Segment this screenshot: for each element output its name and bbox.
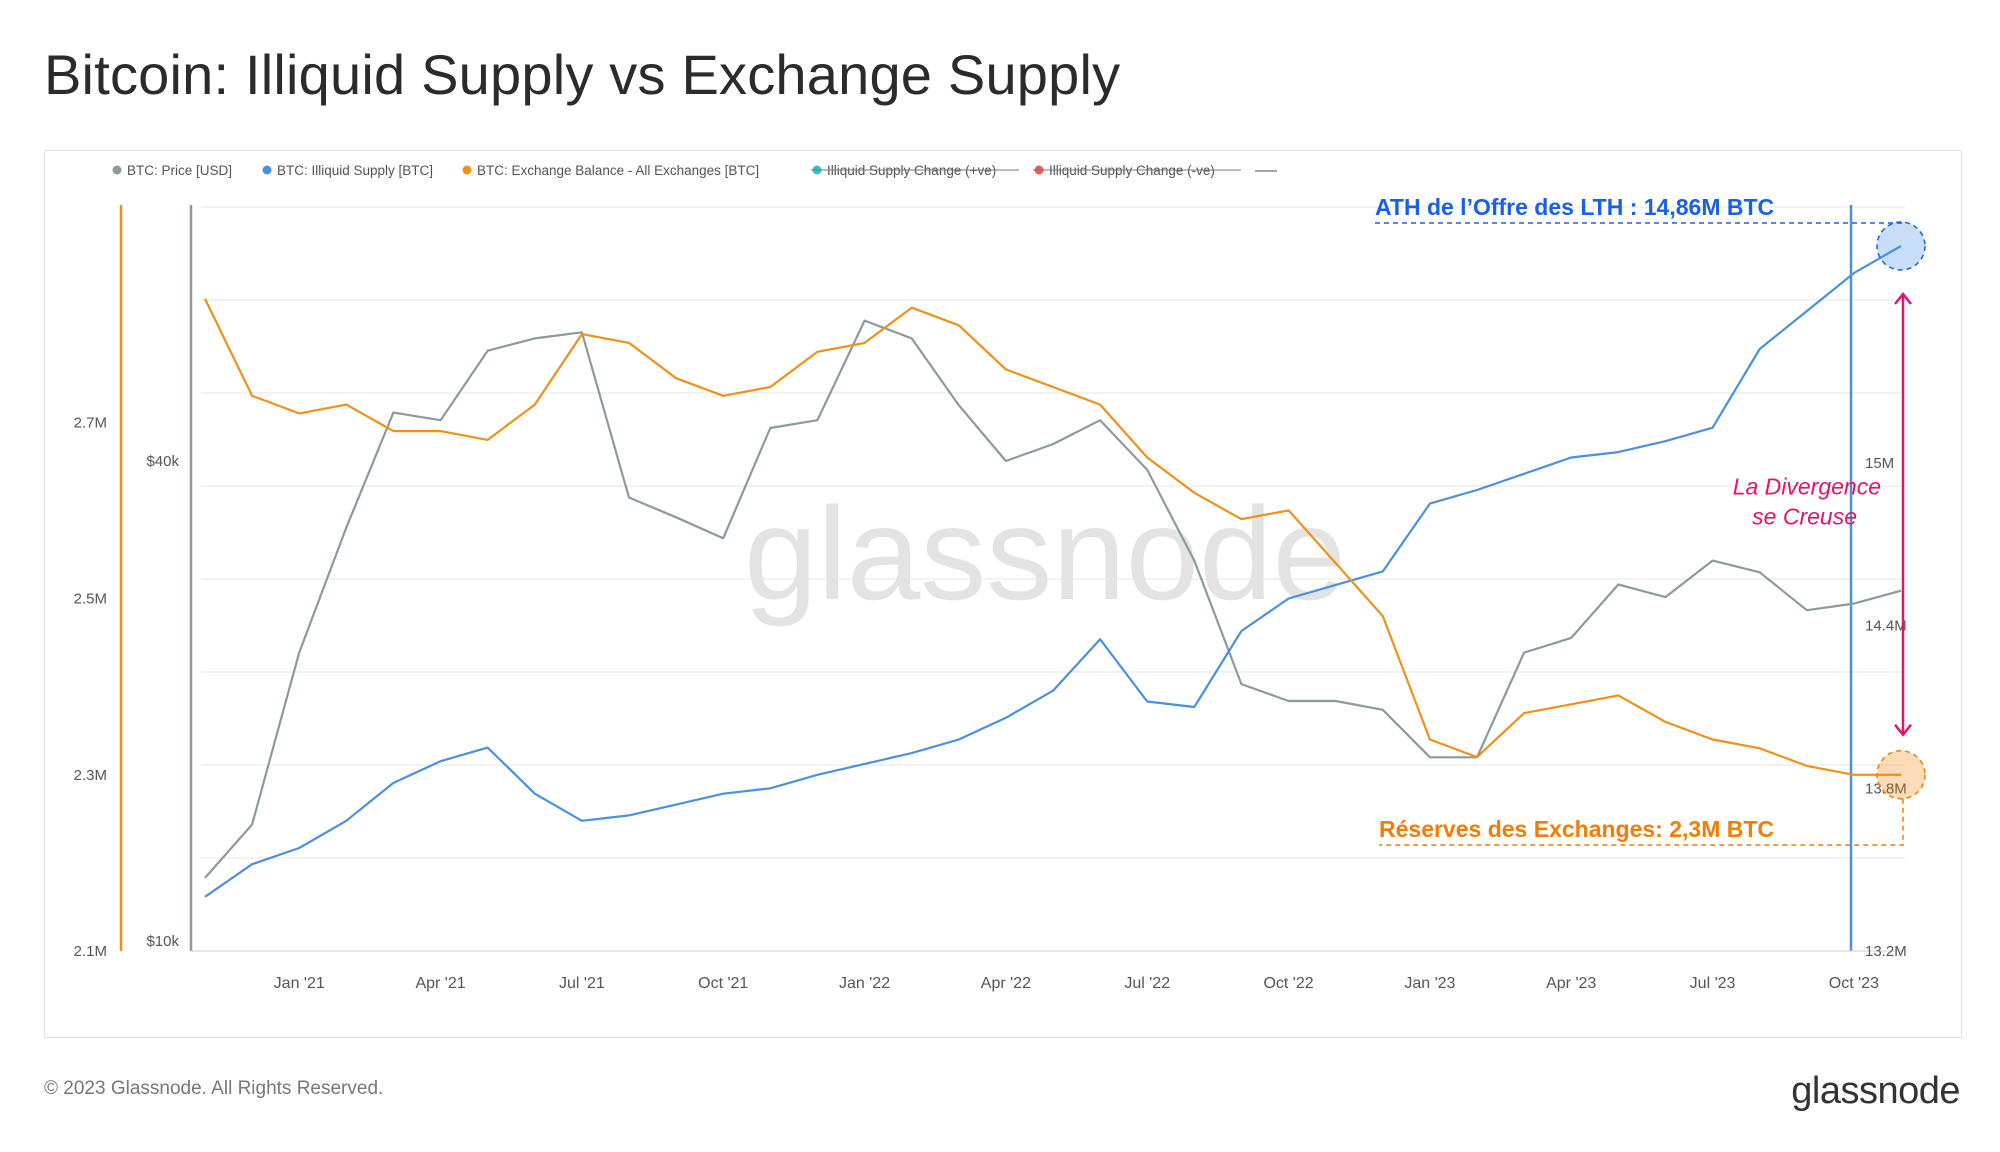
left-axis-tick-label: 2.3M xyxy=(74,767,107,784)
x-axis-tick-label: Jan '21 xyxy=(274,975,325,992)
divergence-label-line2: se Creuse xyxy=(1752,503,1857,529)
reserves-annotation: Réserves des Exchanges: 2,3M BTC xyxy=(1379,816,1774,842)
x-axis-tick-label: Apr '23 xyxy=(1546,975,1596,992)
legend-marker xyxy=(462,165,472,175)
x-axis-tick-label: Jan '22 xyxy=(839,975,890,992)
right-axis-tick-label: 13.8M xyxy=(1865,780,1907,797)
x-axis-tick-label: Jul '23 xyxy=(1690,975,1736,992)
ath-annotation: ATH de l’Offre des LTH : 14,86M BTC xyxy=(1375,194,1774,220)
x-axis-tick-label: Jan '23 xyxy=(1404,975,1455,992)
watermark: glassnode xyxy=(744,480,1346,627)
divergence-label-line1: La Divergence xyxy=(1733,473,1881,499)
left-axis-tick-label: 2.7M xyxy=(74,414,107,431)
left-axis-tick-label: 2.5M xyxy=(74,591,107,608)
x-axis-tick-label: Oct '22 xyxy=(1263,975,1313,992)
x-axis-tick-label: Jul '21 xyxy=(559,975,605,992)
page-title: Bitcoin: Illiquid Supply vs Exchange Sup… xyxy=(44,43,1121,106)
brand-logo: glassnode xyxy=(1791,1070,1960,1112)
reserves-leader-line xyxy=(1379,798,1904,846)
x-axis-tick-label: Oct '21 xyxy=(698,975,748,992)
chart-panel: glassnode 2.1M 2.3M 2.5M 2.7M $10k $40k 13.2M 1… xyxy=(44,150,1962,1038)
legend-label: BTC: Illiquid Supply [BTC] xyxy=(277,163,433,178)
series-line-exchange-balance xyxy=(204,298,1901,776)
x-axis-tick-label: Oct '23 xyxy=(1829,975,1879,992)
left-axis-tick-label: 2.1M xyxy=(74,943,107,960)
legend-label: BTC: Price [USD] xyxy=(127,163,232,178)
divergence-arrow-head-bottom xyxy=(1894,723,1912,737)
price-axis-tick-label: $10k xyxy=(146,933,179,950)
ath-leader-line xyxy=(1375,222,1904,224)
x-axis-tick-label: Apr '21 xyxy=(415,975,465,992)
x-axis-tick-label: Apr '22 xyxy=(981,975,1031,992)
chart: glassnode 2.1M 2.3M 2.5M 2.7M $10k $40k 13.2M 1… xyxy=(74,163,1926,992)
copyright: © 2023 Glassnode. All Rights Reserved. xyxy=(44,1078,384,1099)
right-axis-tick-label: 14.4M xyxy=(1865,618,1907,635)
series-line-price xyxy=(204,319,1902,879)
x-axis-tick-label: Jul '22 xyxy=(1124,975,1170,992)
price-axis-tick-label: $40k xyxy=(146,453,179,470)
reserves-highlight-circle xyxy=(1876,750,1926,800)
divergence-arrow-head-top xyxy=(1894,291,1912,305)
legend-label: BTC: Exchange Balance - All Exchanges [B… xyxy=(477,163,759,178)
series-line-illiquid-supply xyxy=(204,245,1902,898)
right-axis-tick-label: 15M xyxy=(1865,455,1894,472)
legend-marker xyxy=(112,165,122,175)
ath-highlight-circle xyxy=(1876,221,1926,271)
legend-marker xyxy=(262,165,272,175)
right-axis-tick-label: 13.2M xyxy=(1865,943,1907,960)
